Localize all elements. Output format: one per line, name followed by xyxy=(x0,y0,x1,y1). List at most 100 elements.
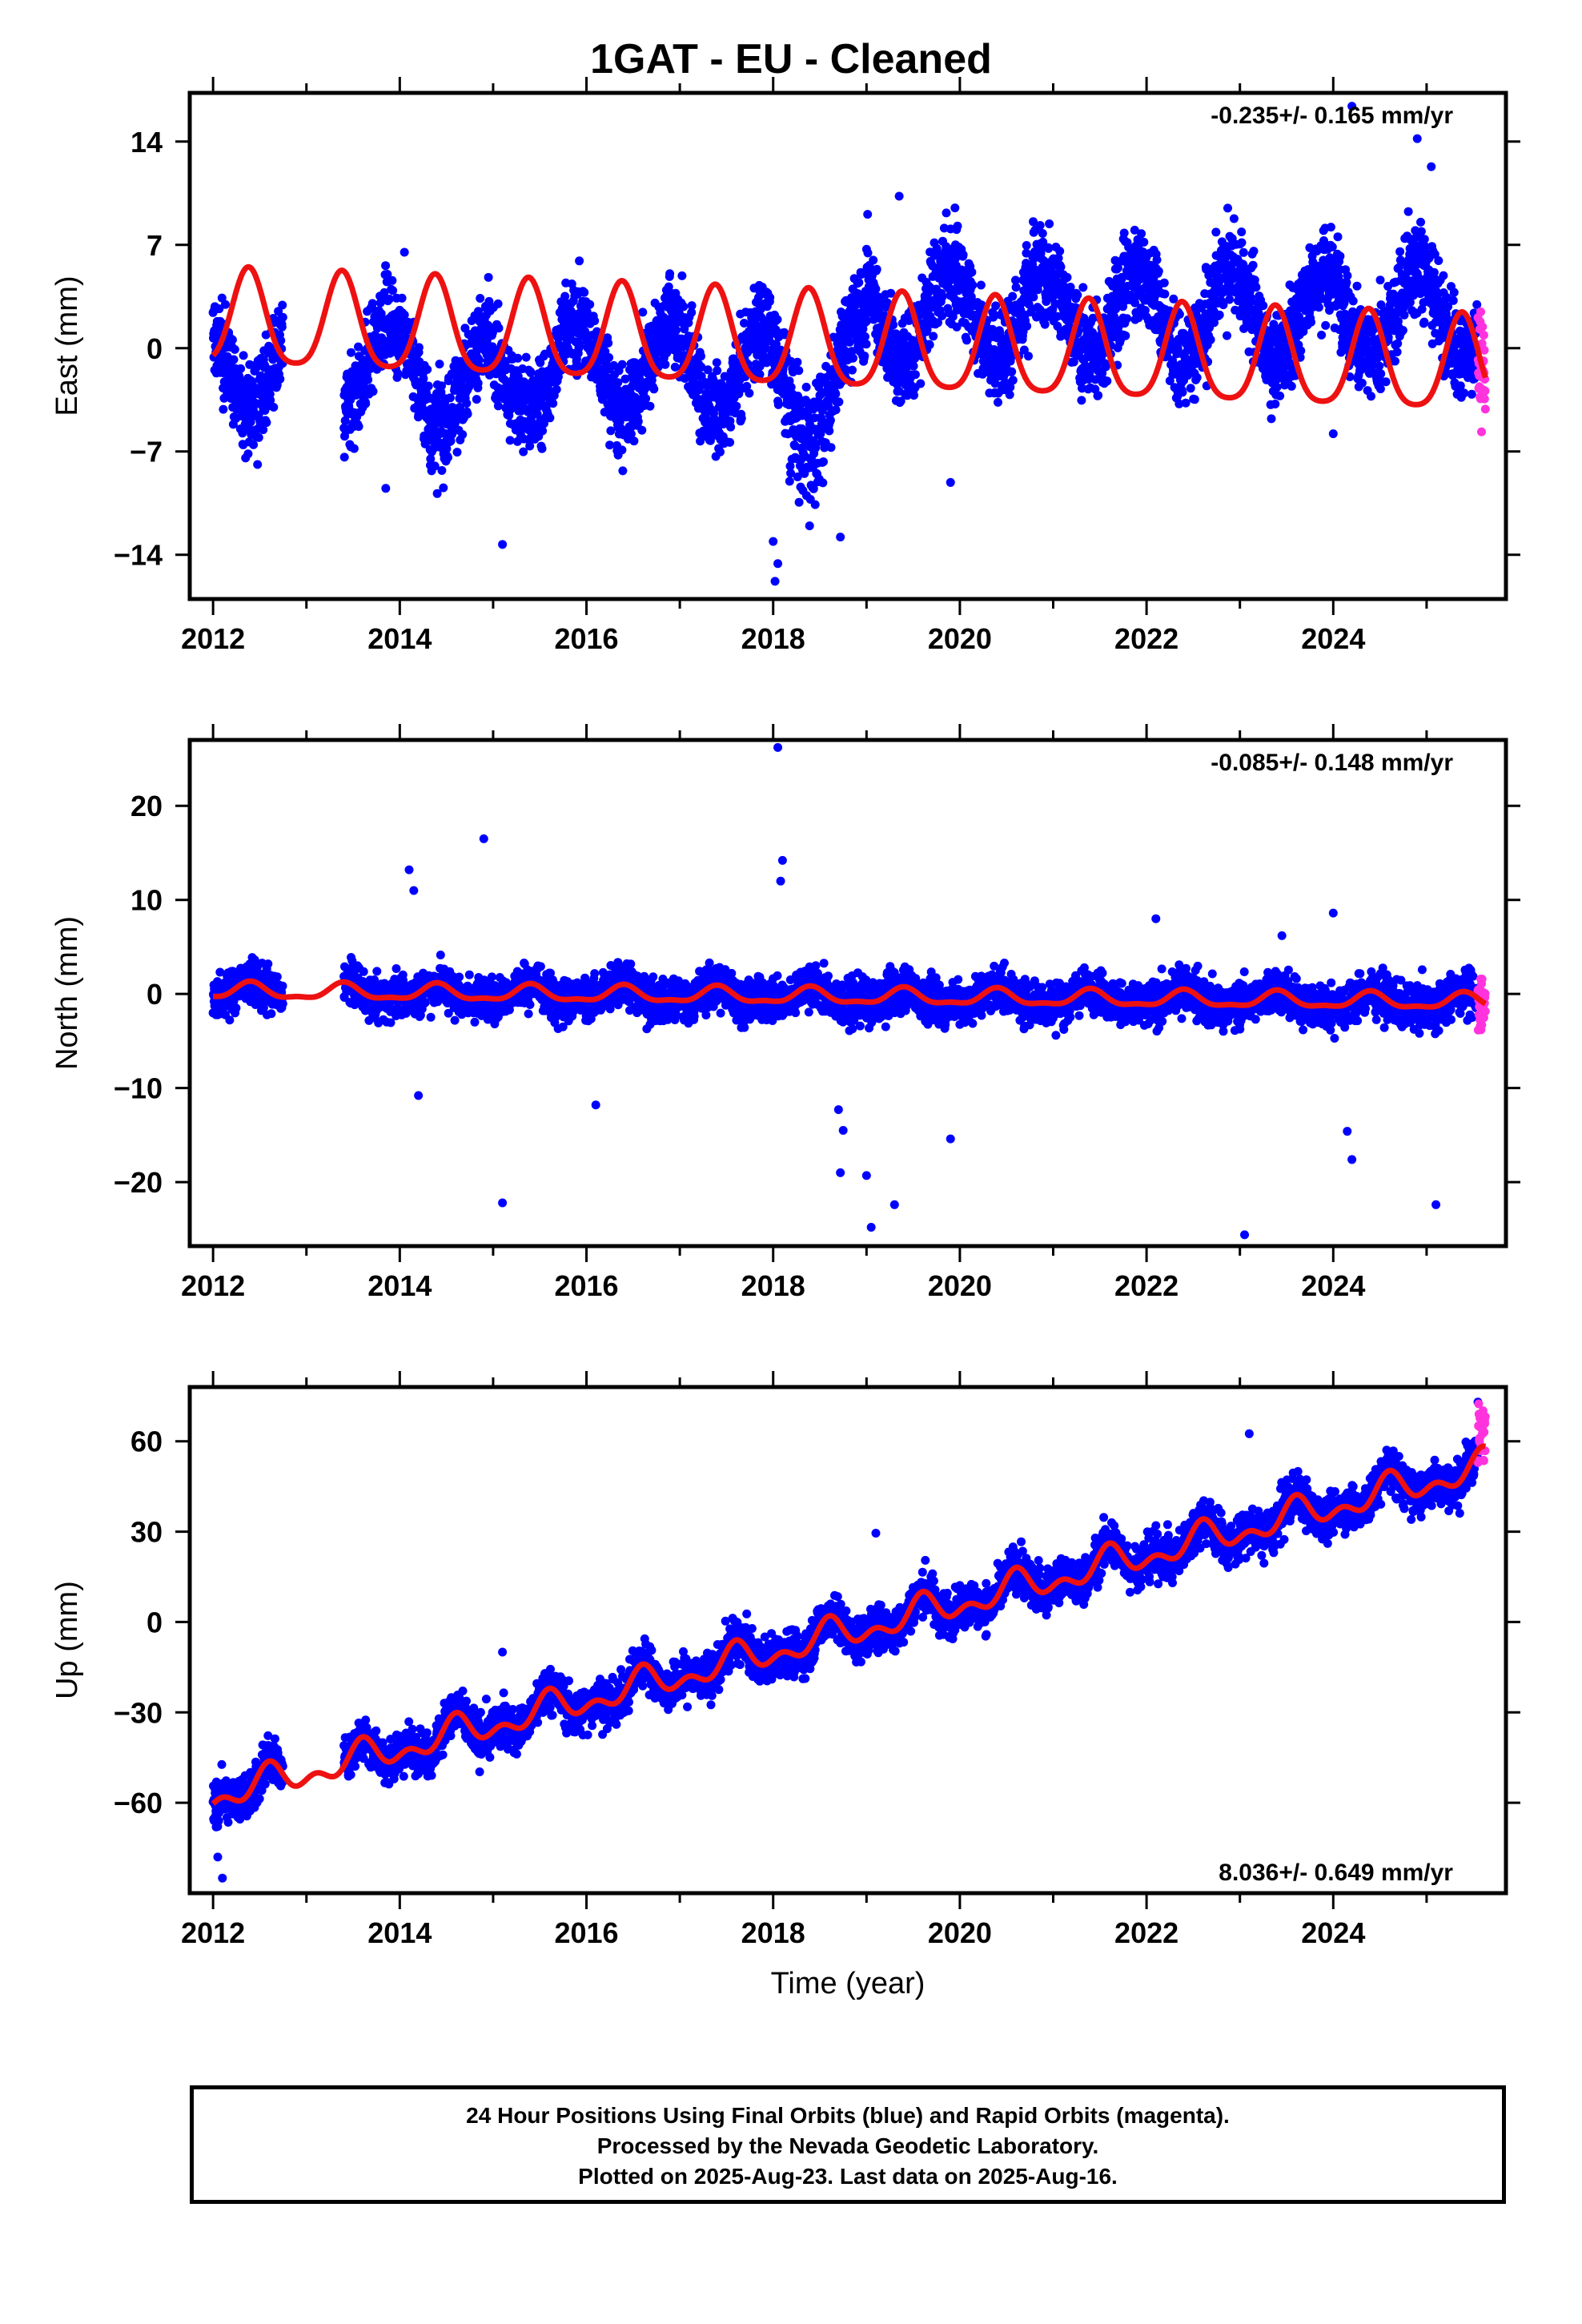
final-point xyxy=(475,355,484,364)
final-point xyxy=(367,299,377,308)
final-point xyxy=(661,360,670,369)
final-point xyxy=(246,417,255,427)
rapid-point xyxy=(1480,386,1490,396)
final-point xyxy=(726,422,736,432)
final-point xyxy=(1239,247,1248,257)
final-point xyxy=(745,388,754,398)
final-point xyxy=(1449,287,1459,297)
final-point xyxy=(793,357,802,367)
final-point-outlier xyxy=(400,247,409,257)
final-point xyxy=(994,397,1002,407)
final-point xyxy=(737,413,746,423)
final-point xyxy=(967,267,977,277)
final-point xyxy=(269,403,279,412)
final-point xyxy=(1044,243,1054,253)
final-point xyxy=(753,321,763,331)
final-point xyxy=(1416,217,1425,227)
final-point xyxy=(942,208,951,218)
final-point xyxy=(1190,395,1199,404)
final-point xyxy=(1460,388,1469,398)
final-point xyxy=(716,447,725,456)
final-point xyxy=(419,374,428,384)
final-point xyxy=(687,308,697,317)
final-point xyxy=(605,440,615,450)
final-point xyxy=(1223,203,1232,213)
final-point xyxy=(219,404,228,414)
final-point xyxy=(910,370,920,380)
final-point xyxy=(773,400,783,409)
panel-east: 2012 2014 2016 2018 2020 2022 20241470−7−14Eas… xyxy=(50,77,1520,655)
final-point xyxy=(227,335,237,344)
final-point xyxy=(1352,281,1362,291)
final-point xyxy=(452,448,462,457)
final-point xyxy=(1078,283,1088,292)
final-point xyxy=(1272,383,1282,392)
final-point xyxy=(1249,247,1259,256)
final-point xyxy=(448,429,457,439)
final-point xyxy=(493,299,503,308)
final-point xyxy=(494,324,504,333)
final-point xyxy=(1062,272,1072,282)
final-point xyxy=(368,387,378,396)
final-point xyxy=(825,416,835,425)
final-point xyxy=(463,409,472,419)
final-point xyxy=(545,413,555,423)
final-point-outlier xyxy=(1412,134,1422,143)
final-point xyxy=(818,478,828,488)
final-point xyxy=(259,425,268,435)
final-point xyxy=(1392,348,1402,356)
final-point xyxy=(476,294,485,303)
final-point xyxy=(925,340,934,349)
final-point xyxy=(1101,362,1110,372)
final-point xyxy=(1333,232,1343,242)
final-point xyxy=(834,397,844,407)
final-point xyxy=(537,444,547,453)
final-point xyxy=(1259,301,1268,311)
final-point xyxy=(363,375,373,384)
final-point xyxy=(384,294,394,304)
final-point xyxy=(909,391,918,400)
final-point xyxy=(253,460,263,469)
final-point xyxy=(618,466,628,476)
final-point xyxy=(1077,396,1086,405)
x-tick-label: 2012 xyxy=(181,622,245,655)
final-point xyxy=(215,304,224,314)
final-point xyxy=(414,343,424,352)
final-point xyxy=(388,286,398,296)
final-point xyxy=(1251,283,1261,292)
final-point xyxy=(1381,377,1391,387)
final-point xyxy=(347,348,355,357)
final-point xyxy=(430,461,440,471)
final-point xyxy=(725,437,735,447)
final-point xyxy=(424,381,433,391)
final-point xyxy=(349,444,359,453)
final-point xyxy=(239,351,248,360)
final-point xyxy=(521,352,531,362)
final-point xyxy=(871,284,881,294)
chart-title: 1GAT - EU - Cleaned xyxy=(590,36,992,82)
final-point xyxy=(439,483,448,493)
x-tick-label: 2018 xyxy=(741,622,805,655)
final-point xyxy=(677,271,687,280)
final-point xyxy=(275,374,285,384)
final-point xyxy=(231,1003,241,1013)
final-point xyxy=(262,418,271,428)
final-point xyxy=(383,270,392,279)
final-point xyxy=(938,292,947,302)
final-point xyxy=(1229,214,1239,223)
final-point xyxy=(1022,321,1032,331)
final-point xyxy=(1343,271,1352,280)
final-point xyxy=(548,399,558,408)
rapid-point xyxy=(1479,330,1488,340)
final-point xyxy=(1439,271,1448,280)
final-point xyxy=(848,365,857,375)
final-point xyxy=(697,362,706,372)
final-point xyxy=(397,293,407,303)
final-point xyxy=(570,363,580,372)
final-point xyxy=(249,440,259,449)
final-point xyxy=(801,382,811,392)
final-point xyxy=(243,449,253,459)
final-point xyxy=(1357,378,1367,388)
final-point xyxy=(1398,326,1407,335)
